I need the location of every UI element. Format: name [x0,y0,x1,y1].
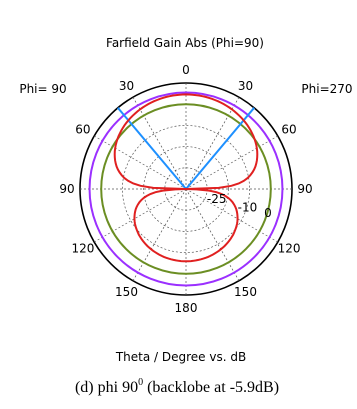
gain-pattern-curve [113,93,259,263]
angle-tick-label: 180 [175,301,198,315]
angle-tick-label: 120 [71,242,94,256]
angle-spoke [185,97,240,190]
angle-tick-label: 150 [234,285,257,299]
angle-tick-label: 60 [281,123,296,137]
angle-spoke [132,188,187,281]
reference-circle-purple [88,91,284,287]
reference-circles [88,91,284,287]
angle-spoke [94,135,187,190]
phi-left-label: Phi= 90 [19,82,66,96]
radial-tick-label: -25 [207,192,227,206]
grid-circle [122,125,250,253]
angle-tick-label: 90 [59,182,74,196]
angle-tick-label: 0 [182,63,190,77]
angle-tick-label: 30 [238,79,253,93]
beam-line [185,107,255,190]
beam-line [117,107,187,190]
figure-caption: (d) phi 900 (backlobe at -5.9dB) [75,377,279,396]
angle-spoke [132,97,187,190]
angle-tick-label: 90 [297,182,312,196]
caption-superscript: 0 [138,377,143,388]
angle-spoke [94,188,187,243]
caption-suffix: (backlobe at -5.9dB) [143,379,279,396]
angle-tick-label: 60 [75,123,90,137]
grid-circle [143,146,229,232]
angle-tick-labels: 0 30 60 90 120 150 180 150 120 90 60 30 [59,63,312,315]
angle-spoke [185,135,278,190]
angle-tick-label: 30 [119,79,134,93]
radial-tick-label: 0 [264,206,272,220]
caption-main: (d) phi 90 [75,379,138,396]
angle-tick-label: 150 [115,285,138,299]
angle-tick-label: 120 [278,242,301,256]
radial-tick-labels: -25 -10 0 [207,192,272,220]
beam-lines [117,107,255,190]
angle-spoke [185,188,240,281]
x-axis-label: Theta / Degree vs. dB [115,350,246,364]
chart-title: Farfield Gain Abs (Phi=90) [106,36,264,50]
reference-circle-green [100,103,272,275]
phi-right-label: Phi=270 [301,82,352,96]
radial-tick-label: -10 [238,200,258,214]
angle-spoke [185,188,278,243]
angle-spokes [80,83,292,295]
